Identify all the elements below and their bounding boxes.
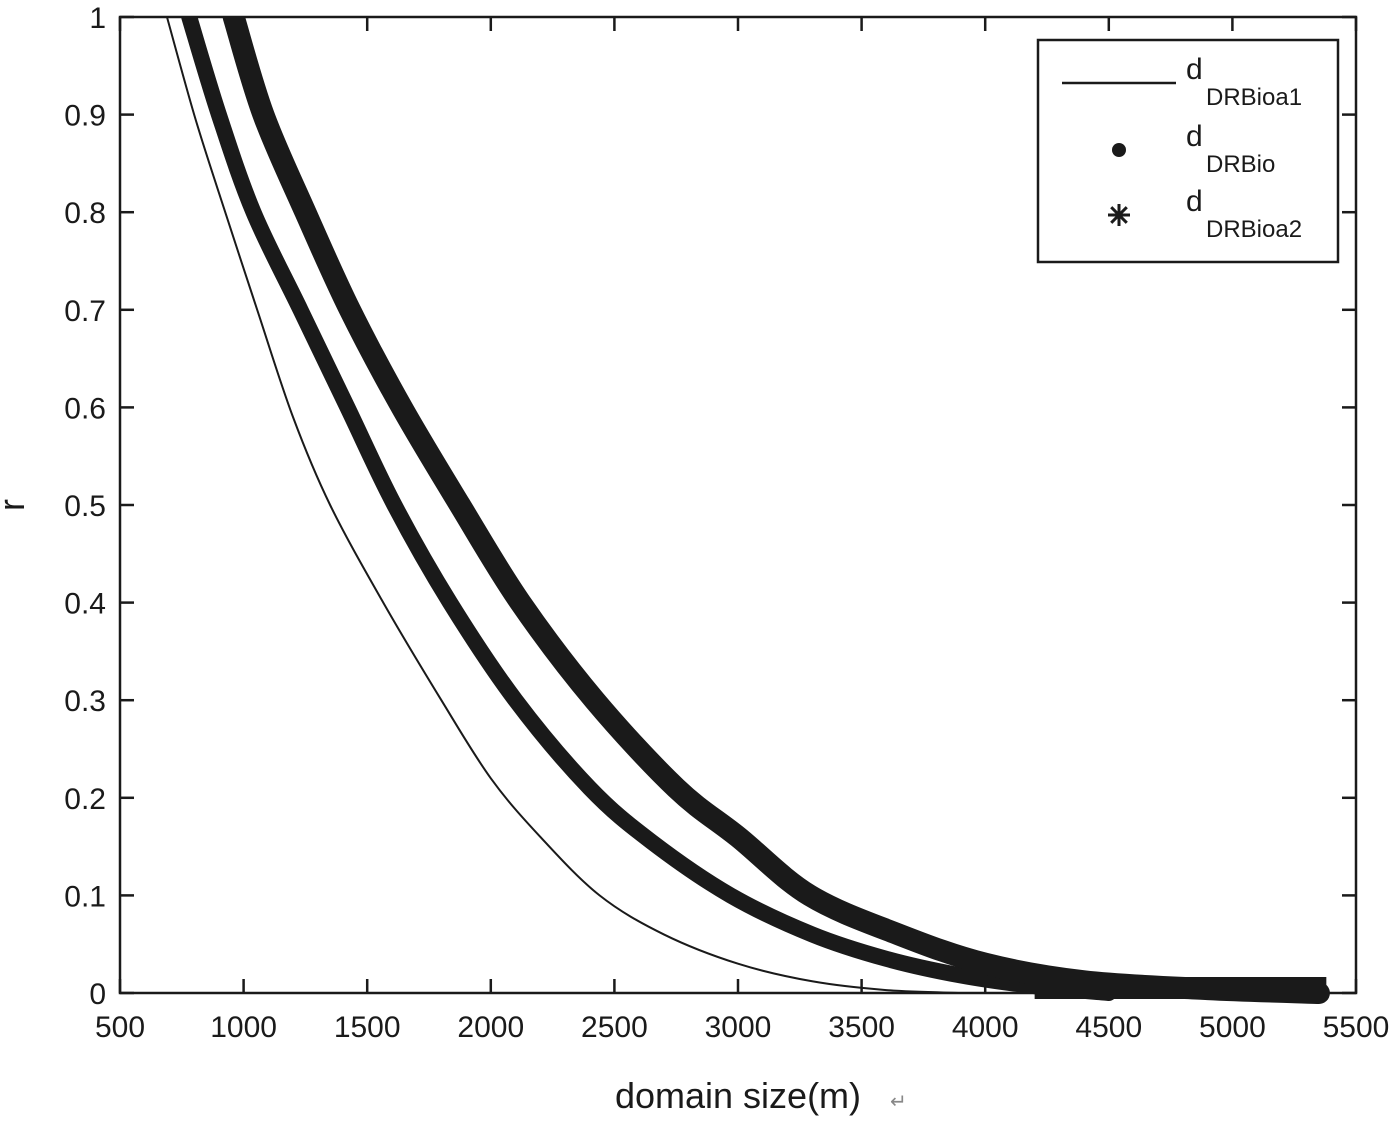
y-tick-label: 0.6 [64,392,106,425]
y-tick-label: 0 [89,978,106,1011]
legend-label-sub: DRBioa1 [1206,84,1302,111]
legend-label-sub: DRBioa2 [1206,216,1302,243]
y-tick-label: 1 [89,2,106,35]
return-mark-icon: ↵ [890,1091,907,1113]
x-tick-label: 5500 [1323,1011,1390,1044]
y-tick-label: 0.9 [64,100,106,133]
y-tick-label: 0.1 [64,880,106,913]
x-tick-label: 3000 [705,1011,772,1044]
series-dDRBio [181,9,1117,1001]
asterisk-marker-icon [1108,204,1130,226]
x-tick-label: 1000 [210,1011,277,1044]
series-dDRBioa2 [222,6,1330,1004]
y-tick-label: 0.4 [64,588,106,621]
y-tick-label: 0.3 [64,685,106,718]
legend-label-sub: DRBio [1206,151,1275,178]
legend-label-main: d [1186,185,1203,218]
x-tick-label: 4500 [1075,1011,1142,1044]
x-tick-label: 2000 [457,1011,524,1044]
x-tick-label: 1500 [334,1011,401,1044]
legend-label-main: d [1186,120,1203,153]
dot-marker-icon [1112,143,1126,157]
y-axis-title: r [0,499,32,511]
y-tick-label: 0.2 [64,783,106,816]
series-tail-band [1034,977,1327,999]
axes-layer: 500 1000 1500 2000 2500 3000 3500 4000 4500 5000 5… [0,0,1400,1044]
x-tick-label: 500 [95,1011,145,1044]
x-tick-label: 2500 [581,1011,648,1044]
x-axis-title: domain size(m) [615,1075,861,1116]
x-tick-label: 5000 [1199,1011,1266,1044]
top-mask [0,0,1400,16]
series-dDRBioa1 [166,16,961,994]
x-tick-label: 3500 [828,1011,895,1044]
legend-label-main: d [1186,53,1203,86]
y-tick-label: 0.8 [64,197,106,230]
y-tick-label: 0.7 [64,295,106,328]
legend-box [1036,38,1340,264]
x-tick-label: 4000 [952,1011,1019,1044]
y-tick-label: 0.5 [64,490,106,523]
